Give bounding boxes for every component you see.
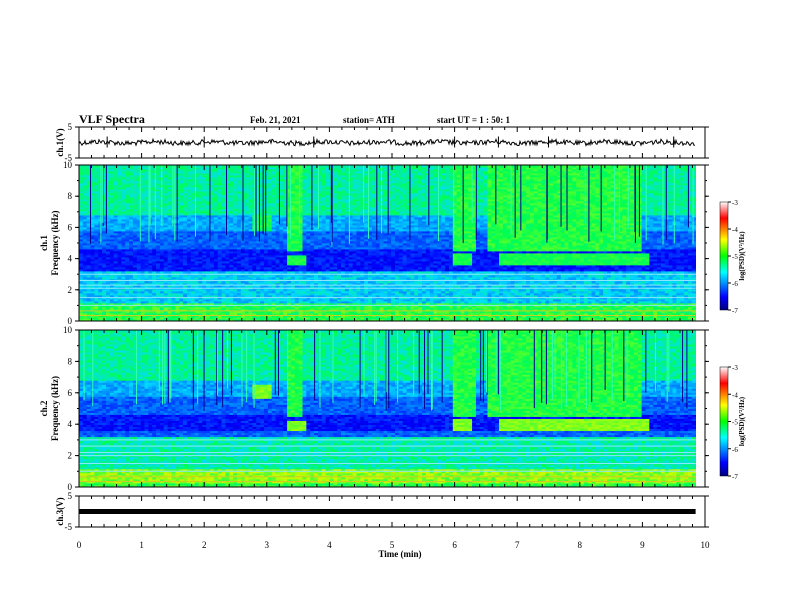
station-label: station= ATH [343,115,395,125]
figure-title: VLF Spectra [79,112,145,126]
y-axis-label: ch.1(V) [55,128,65,156]
y-tick-label: 5 [68,122,73,132]
waveform-trace [79,139,695,146]
date-label: Feb. 21, 2021 [250,115,301,125]
start-time-label: start UT = 1 : 50: 1 [437,115,510,125]
